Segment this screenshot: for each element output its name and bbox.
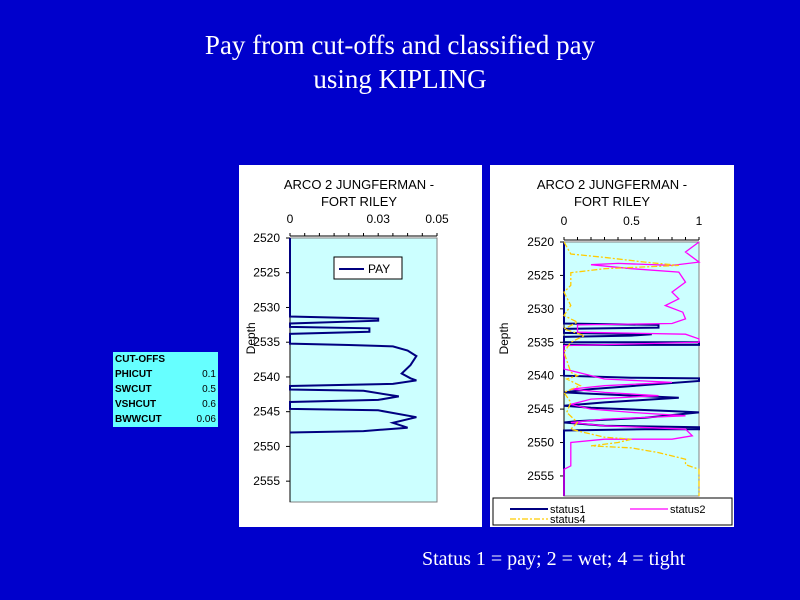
x-tick-label: 0.03 (367, 212, 391, 226)
chart-title-line1: ARCO 2 JUNGFERMAN - (284, 177, 434, 192)
y-tick-label: 2545 (253, 405, 280, 419)
x-tick-label: 0.5 (623, 214, 640, 228)
slide-title-line1: Pay from cut-offs and classified pay (204, 30, 596, 60)
y-tick-label: 2540 (527, 369, 554, 383)
y-tick-label: 2520 (253, 231, 280, 245)
slide-title: Pay from cut-offs and classified pay usi… (0, 28, 800, 96)
y-tick-label: 2520 (527, 235, 554, 249)
x-tick-label: 0 (561, 214, 568, 228)
chart-title-line2: FORT RILEY (574, 194, 650, 209)
cutoffs-row: VSHCUT 0.6 (113, 397, 218, 412)
chart-title-line2: FORT RILEY (321, 194, 397, 209)
legend-box (492, 497, 733, 526)
y-axis-label: Depth (244, 322, 258, 354)
cutoffs-row: PHICUT 0.1 (113, 367, 218, 382)
x-tick-label: 1 (696, 214, 703, 228)
cutoff-name: VSHCUT (115, 399, 157, 410)
y-tick-label: 2525 (527, 268, 554, 282)
slide-title-line2: using KIPLING (313, 64, 487, 94)
plot-area (289, 237, 438, 503)
cutoff-name: SWCUT (115, 384, 152, 395)
chart-status: ARCO 2 JUNGFERMAN - FORT RILEY 2520 2525 253… (492, 177, 733, 526)
cutoff-name: PHICUT (115, 369, 153, 380)
cutoff-value: 0.5 (202, 384, 216, 395)
x-tick-label: 0 (287, 212, 294, 226)
cutoff-value: 0.6 (202, 399, 216, 410)
cutoff-value: 0.06 (196, 414, 216, 425)
y-tick-label: 2550 (253, 439, 280, 453)
legend-label: PAY (368, 262, 390, 276)
y-tick-label: 2550 (527, 436, 554, 450)
legend-box (333, 256, 403, 280)
y-tick-label: 2525 (253, 266, 280, 280)
chart-title-line1: ARCO 2 JUNGFERMAN - (537, 177, 687, 192)
chart-pay: ARCO 2 JUNGFERMAN - FORT RILEY 2520 2525 253… (244, 177, 449, 503)
status-legend-note: Status 1 = pay; 2 = wet; 4 = tight (422, 548, 686, 570)
y-tick-label: 2530 (527, 302, 554, 316)
y-tick-label: 2540 (253, 370, 280, 384)
chart-status-panel: ARCO 2 JUNGFERMAN - FORT RILEY 2520 2525 253… (490, 165, 734, 527)
y-tick-label: 2545 (527, 402, 554, 416)
chart-pay-panel: ARCO 2 JUNGFERMAN - FORT RILEY 2520 2525 253… (239, 165, 482, 527)
cutoffs-table: CUT-OFFS PHICUT 0.1 SWCUT 0.5 VSHCUT 0.6… (113, 352, 218, 427)
series-line-status4 (562, 241, 700, 496)
cutoffs-row: BWWCUT 0.06 (113, 412, 218, 427)
y-tick-label: 2535 (527, 335, 554, 349)
cutoffs-header-label: CUT-OFFS (115, 354, 165, 365)
cutoff-name: BWWCUT (115, 414, 162, 425)
series-line-PAY (289, 238, 418, 434)
legend-label: status1 (550, 504, 585, 516)
legend-label: status4 (550, 514, 585, 526)
series-line-status2 (563, 241, 701, 496)
y-tick-label: 2535 (253, 335, 280, 349)
cutoffs-row: SWCUT 0.5 (113, 382, 218, 397)
y-axis-label: Depth (497, 323, 511, 355)
y-tick-label: 2555 (253, 474, 280, 488)
legend-label: status2 (670, 504, 705, 516)
y-tick-label: 2555 (527, 469, 554, 483)
cutoff-value: 0.1 (202, 369, 216, 380)
plot-area (563, 241, 700, 497)
x-tick-label: 0.05 (425, 212, 449, 226)
cutoffs-header: CUT-OFFS (113, 352, 218, 367)
y-tick-label: 2530 (253, 300, 280, 314)
